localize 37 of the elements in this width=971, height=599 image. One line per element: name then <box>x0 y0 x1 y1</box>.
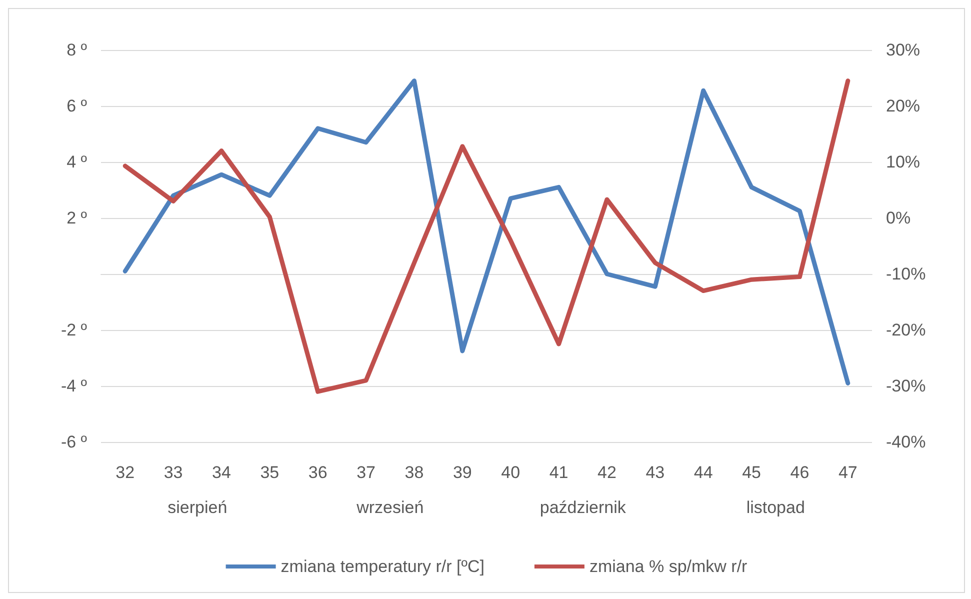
y2-tick-label: -30% <box>886 376 926 396</box>
x-tick-label: 36 <box>308 463 328 482</box>
text: wrzesień <box>356 498 424 517</box>
text: listopad <box>746 498 805 517</box>
y2-tick-label: 10% <box>886 152 920 172</box>
x-tick-label: 43 <box>646 463 665 482</box>
y-tick-label: -4 º <box>60 376 87 396</box>
y-tick-label: 6 º <box>66 96 87 116</box>
x-tick-label: 47 <box>838 463 858 482</box>
text: październik <box>540 498 626 517</box>
y2-tick-label: -20% <box>886 320 926 340</box>
y2-tick-label: 20% <box>886 96 920 116</box>
legend-label: zmiana % sp/mkw r/r <box>589 557 748 576</box>
y2-tick-label: 30% <box>886 40 920 60</box>
x-tick-label: 33 <box>164 463 183 482</box>
legend-label: zmiana temperatury r/r [ºC] <box>280 557 484 576</box>
y2-tick-label: -10% <box>886 264 926 284</box>
x-tick-label: 40 <box>501 463 520 482</box>
x-tick-label: 37 <box>356 463 376 482</box>
x-tick-label: 34 <box>212 463 231 482</box>
y-tick-label: 2 º <box>66 208 87 228</box>
y-tick-label: 8 º <box>66 40 87 60</box>
y2-tick-label: 0% <box>886 208 911 228</box>
x-tick-label: 39 <box>452 463 472 482</box>
y2-tick-label: -40% <box>886 432 926 452</box>
x-tick-label: 38 <box>404 463 424 482</box>
x-tick-label: 35 <box>260 463 280 482</box>
x-tick-label: 41 <box>549 463 568 482</box>
x-tick-label: 46 <box>790 463 810 482</box>
x-tick-label: 44 <box>694 463 713 482</box>
y-tick-label: -2 º <box>60 320 87 340</box>
y-tick-label: -6 º <box>60 432 87 452</box>
x-tick-label: 32 <box>116 463 135 482</box>
y-tick-label: 4 º <box>66 152 87 172</box>
x-tick-label: 42 <box>598 463 616 482</box>
x-tick-label: 45 <box>742 463 761 482</box>
text: sierpień <box>168 498 228 517</box>
